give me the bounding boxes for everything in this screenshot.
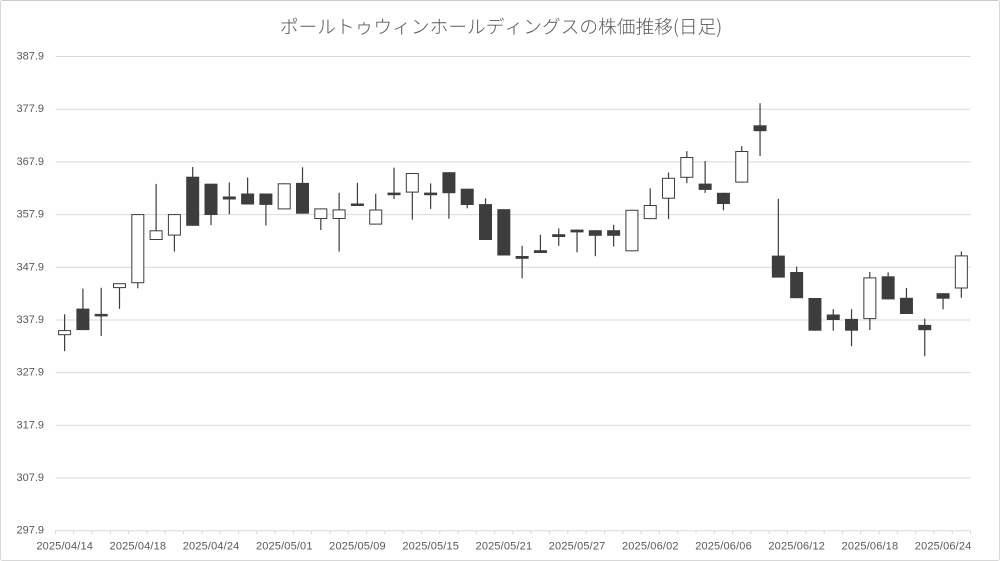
svg-text:2025/05/27: 2025/05/27 — [549, 541, 606, 553]
svg-text:377.9: 377.9 — [16, 103, 44, 115]
svg-text:2025/04/18: 2025/04/18 — [110, 541, 167, 553]
svg-text:2025/06/06: 2025/06/06 — [695, 541, 752, 553]
svg-text:387.9: 387.9 — [16, 51, 44, 63]
svg-text:2025/05/21: 2025/05/21 — [476, 541, 533, 553]
svg-text:297.9: 297.9 — [16, 525, 44, 537]
svg-text:2025/06/24: 2025/06/24 — [915, 541, 972, 553]
svg-text:2025/05/09: 2025/05/09 — [329, 541, 386, 553]
svg-text:2025/05/15: 2025/05/15 — [402, 541, 459, 553]
svg-text:317.9: 317.9 — [16, 419, 44, 431]
svg-text:327.9: 327.9 — [16, 367, 44, 379]
svg-text:2025/06/12: 2025/06/12 — [768, 541, 825, 553]
svg-text:2025/04/14: 2025/04/14 — [36, 541, 93, 553]
svg-text:367.9: 367.9 — [16, 156, 44, 168]
svg-text:2025/06/18: 2025/06/18 — [842, 541, 899, 553]
svg-text:347.9: 347.9 — [16, 261, 44, 273]
svg-text:357.9: 357.9 — [16, 209, 44, 221]
svg-text:337.9: 337.9 — [16, 314, 44, 326]
svg-text:2025/06/02: 2025/06/02 — [622, 541, 679, 553]
svg-text:2025/04/24: 2025/04/24 — [183, 541, 240, 553]
svg-text:2025/05/01: 2025/05/01 — [256, 541, 313, 553]
svg-text:307.9: 307.9 — [16, 472, 44, 484]
